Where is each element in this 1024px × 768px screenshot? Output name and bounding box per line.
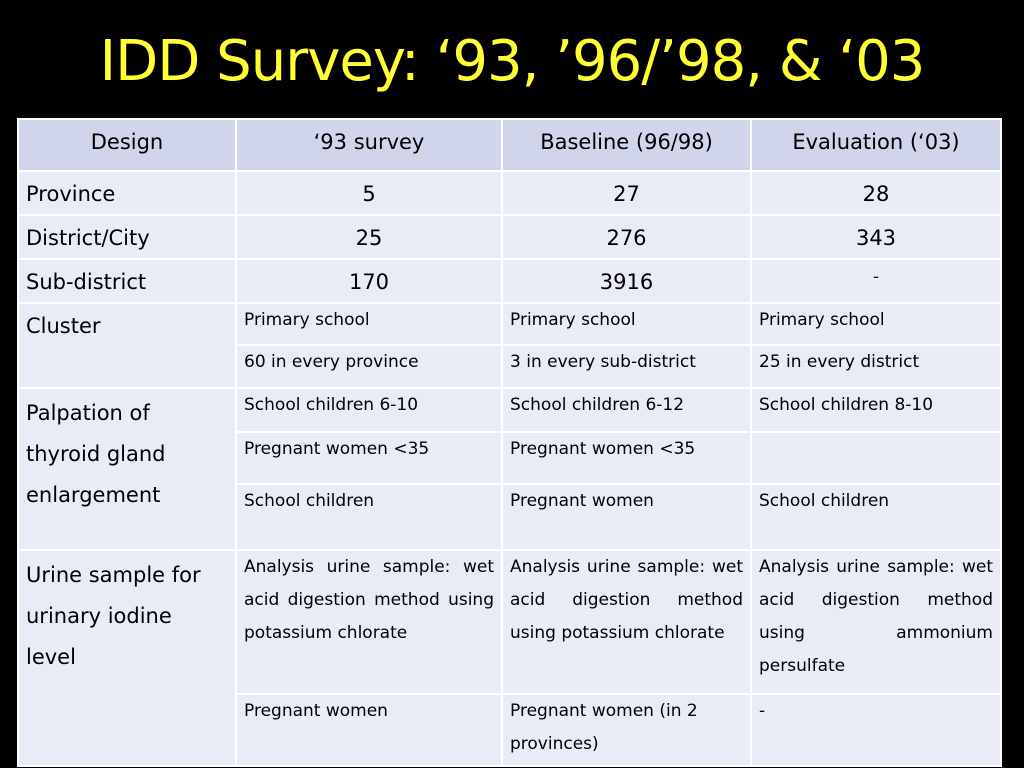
header-design: Design xyxy=(17,118,237,172)
cell-evaluation: Analysis urine sample: wet acid digestio… xyxy=(750,549,1002,695)
cell-93: 60 in every province xyxy=(235,344,503,389)
row-label: Cluster xyxy=(17,302,237,389)
cell-evaluation: Primary school xyxy=(750,302,1002,346)
row-label: District/City xyxy=(17,214,237,260)
table-row-palpation: Palpation of thyroid gland enlargement S… xyxy=(17,387,1002,551)
table-row-palpation-sub: School children Pregnant women School ch… xyxy=(18,483,1002,551)
cell-evaluation xyxy=(750,431,1002,485)
slide-title: IDD Survey: ‘93, ’96/’98, & ‘03 xyxy=(99,29,926,94)
cell-evaluation: School children 8-10 xyxy=(750,387,1002,433)
cell-93: Pregnant women <35 xyxy=(235,431,503,485)
table-row-cluster-sub: 60 in every province 3 in every sub-dist… xyxy=(18,344,1002,389)
row-label: Province xyxy=(17,170,237,216)
cell-evaluation: 343 xyxy=(750,214,1002,260)
table-row-subdistrict: Sub-district 170 3916 - xyxy=(17,258,1002,304)
row-label: Palpation of thyroid gland enlargement xyxy=(17,387,237,551)
table-row-cluster: Cluster Primary school Primary school Pr… xyxy=(17,302,1002,389)
cell-baseline: Analysis urine sample: wet acid digestio… xyxy=(501,549,752,695)
cell-baseline: 276 xyxy=(501,214,752,260)
table-row-district: District/City 25 276 343 xyxy=(17,214,1002,260)
cell-93: School children 6-10 xyxy=(235,387,503,433)
cell-93: Pregnant women xyxy=(235,693,503,767)
header-93-survey: ‘93 survey xyxy=(235,118,503,172)
cell-93: 5 xyxy=(235,170,503,216)
cell-baseline: Pregnant women <35 xyxy=(501,431,752,485)
header-row: Design ‘93 survey Baseline (96/98) Evalu… xyxy=(17,118,1002,172)
header-baseline: Baseline (96/98) xyxy=(501,118,752,172)
table-row-palpation-sub: Pregnant women <35 Pregnant women <35 xyxy=(18,431,1002,485)
cell-evaluation: School children xyxy=(750,483,1002,551)
cell-evaluation: - xyxy=(750,693,1002,767)
cell-baseline: Pregnant women xyxy=(501,483,752,551)
cell-baseline: School children 6-12 xyxy=(501,387,752,433)
cell-93: Primary school xyxy=(235,302,503,346)
cell-93: Analysis urine sample: wet acid digestio… xyxy=(235,549,503,695)
cell-93: 25 xyxy=(235,214,503,260)
cell-93: School children xyxy=(235,483,503,551)
cell-baseline: Pregnant women (in 2 provinces) xyxy=(501,693,752,767)
row-label: Sub-district xyxy=(17,258,237,304)
table-row-urine: Urine sample for urinary iodine level An… xyxy=(17,549,1002,767)
cell-baseline: 3 in every sub-district xyxy=(501,344,752,389)
row-label: Urine sample for urinary iodine level xyxy=(17,549,237,767)
cell-baseline: Primary school xyxy=(501,302,752,346)
cell-93: 170 xyxy=(235,258,503,304)
cell-baseline: 3916 xyxy=(501,258,752,304)
cell-evaluation: 25 in every district xyxy=(750,344,1002,389)
cell-evaluation: - xyxy=(750,258,1002,304)
survey-table: Design ‘93 survey Baseline (96/98) Evalu… xyxy=(17,118,1002,767)
cell-baseline: 27 xyxy=(501,170,752,216)
header-evaluation: Evaluation (‘03) xyxy=(750,118,1002,172)
table-row-urine-sub: Pregnant women Pregnant women (in 2 prov… xyxy=(18,693,1002,767)
cell-evaluation: 28 xyxy=(750,170,1002,216)
table-row-province: Province 5 27 28 xyxy=(17,170,1002,216)
